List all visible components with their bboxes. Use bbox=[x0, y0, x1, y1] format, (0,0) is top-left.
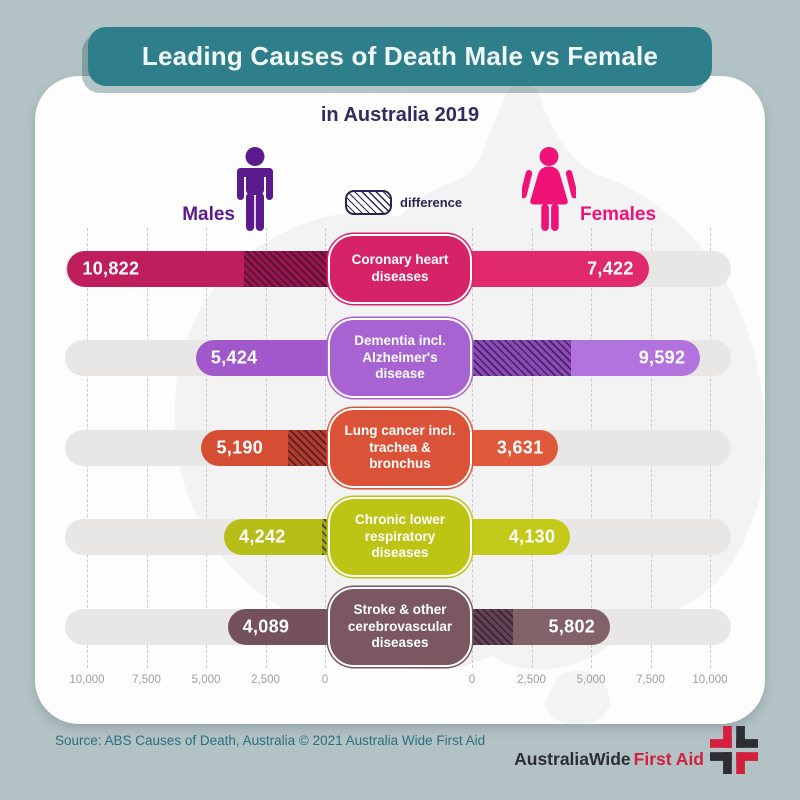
title-banner: Leading Causes of Death Male vs Female bbox=[88, 27, 712, 86]
cause-label: Lung cancer incl. trachea & bronchus bbox=[344, 422, 456, 472]
bar-row-lung-cancer: 5,190 3,631 Lung cancer incl. trachea & … bbox=[35, 408, 765, 488]
cause-label-box: Chronic lower respiratory diseases bbox=[328, 497, 472, 577]
logo-text-firstaid: First Aid bbox=[633, 749, 704, 769]
bar-row-dementia: 5,424 9,592 Dementia incl. Alzheimer's d… bbox=[35, 318, 765, 398]
cause-label: Stroke & other cerebrovascular diseases bbox=[347, 601, 453, 651]
male-value: 5,190 bbox=[216, 437, 264, 458]
brand-logo: AustraliaWide First Aid bbox=[514, 726, 758, 774]
source-attribution: Source: ABS Causes of Death, Australia ©… bbox=[55, 733, 486, 748]
male-icon bbox=[232, 147, 278, 236]
cause-label-box: Coronary heart diseases bbox=[328, 234, 472, 304]
axis-tick-label: 7,500 bbox=[636, 674, 665, 686]
page-title: Leading Causes of Death Male vs Female bbox=[141, 41, 659, 71]
axis-tick-label: 0 bbox=[321, 674, 329, 686]
male-value: 5,424 bbox=[210, 347, 258, 368]
page-subtitle: in Australia 2019 bbox=[320, 104, 480, 126]
axis-tick-label: 5,000 bbox=[191, 674, 221, 686]
cause-label: Dementia incl. Alzheimer's disease bbox=[354, 332, 446, 382]
female-value: 4,130 bbox=[508, 526, 556, 547]
male-value: 4,242 bbox=[239, 526, 286, 547]
male-value: 10,822 bbox=[82, 258, 140, 279]
female-icon bbox=[520, 147, 578, 236]
bar-row-stroke: 4,089 5,802 Stroke & other cerebrovascul… bbox=[35, 587, 765, 667]
first-aid-cross-icon bbox=[710, 726, 758, 774]
difference-label: difference bbox=[400, 195, 463, 210]
female-value: 7,422 bbox=[587, 258, 634, 279]
logo-text-australiawide: AustraliaWide bbox=[514, 749, 631, 769]
axis-tick-label: 10,000 bbox=[692, 674, 728, 686]
bar-row-coronary: 10,822 7,422 Coronary heart diseases bbox=[35, 234, 765, 304]
bar-row-respiratory: 4,242 4,130 Chronic lower respiratory di… bbox=[35, 497, 765, 577]
cause-label-box: Dementia incl. Alzheimer's disease bbox=[328, 318, 472, 398]
axis-tick-label: 2,500 bbox=[517, 674, 546, 686]
male-value: 4,089 bbox=[242, 616, 290, 637]
female-value: 3,631 bbox=[496, 437, 544, 458]
axis-tick-label: 5,000 bbox=[576, 674, 606, 686]
female-value: 9,592 bbox=[638, 347, 686, 368]
males-label: Males bbox=[182, 204, 235, 225]
axis-tick-label: 2,500 bbox=[251, 674, 280, 686]
difference-legend: difference bbox=[345, 190, 462, 215]
females-label: Females bbox=[580, 204, 657, 225]
content-card: in Australia 2019 Males F bbox=[35, 76, 765, 724]
axis-tick-label: 7,500 bbox=[132, 674, 161, 686]
cause-label: Chronic lower respiratory diseases bbox=[354, 511, 445, 561]
female-value: 5,802 bbox=[548, 616, 596, 637]
axis-tick-label: 0 bbox=[468, 674, 476, 686]
chart-area: 10,822 7,422 Coronary heart diseases 5,4… bbox=[35, 76, 765, 724]
cause-label-box: Stroke & other cerebrovascular diseases bbox=[328, 587, 472, 667]
cause-label: Coronary heart diseases bbox=[351, 252, 449, 284]
cause-label-box: Lung cancer incl. trachea & bronchus bbox=[328, 408, 472, 488]
axis-tick-label: 10,000 bbox=[69, 674, 105, 686]
difference-hatch-swatch bbox=[345, 190, 392, 215]
